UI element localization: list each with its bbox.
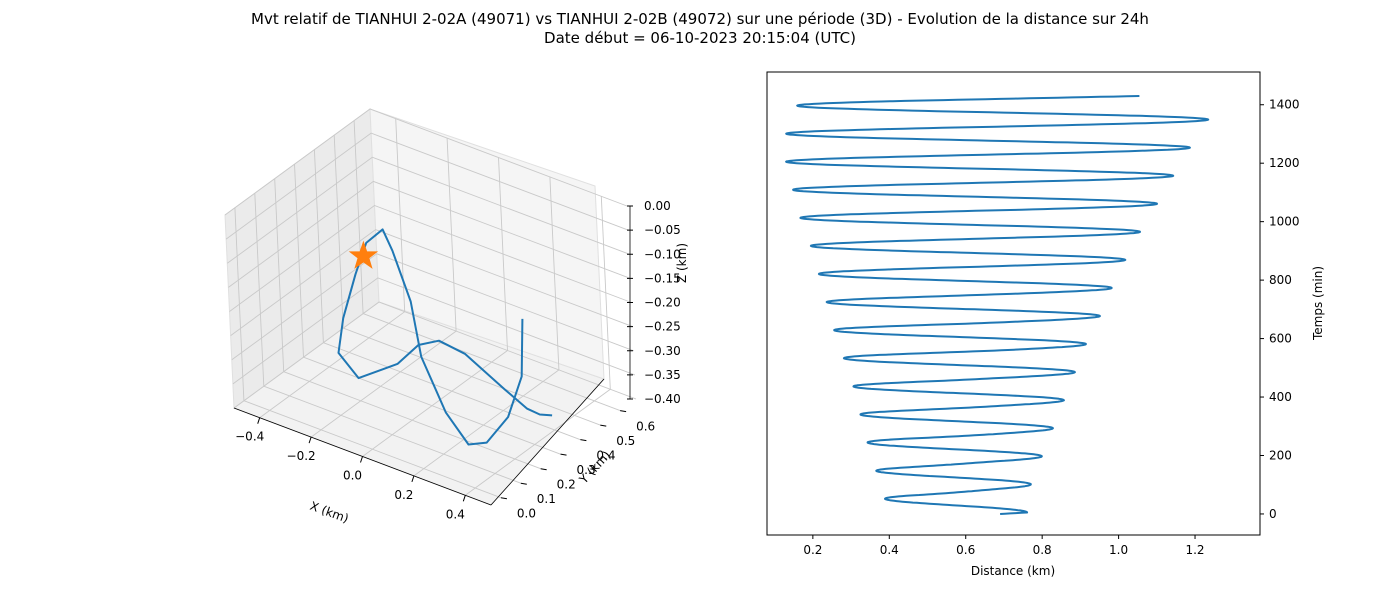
grid-line-z (227, 156, 630, 264)
distance-series-line (785, 95, 1210, 515)
chart-subtitle: Date début = 06-10-2023 20:15:04 (UTC) (544, 29, 856, 47)
z-tick-label: −0.10 (644, 247, 681, 261)
y-tick-label: 0.3 (577, 463, 596, 477)
y-tick (620, 410, 627, 413)
z-tick-label: −0.15 (644, 271, 681, 285)
plot-frame (766, 71, 1261, 536)
x-tick-label: 0.6 (956, 543, 975, 557)
y-tick-label: 400 (1269, 390, 1292, 404)
x-tick (257, 417, 261, 424)
x-tick (411, 475, 415, 483)
y-tick-label: 1000 (1269, 215, 1300, 229)
y-tick-label: 800 (1269, 273, 1292, 287)
z-tick-label: −0.30 (644, 344, 681, 358)
grid-line-z (230, 229, 633, 336)
data-group (337, 228, 553, 446)
z-tick-label: −0.40 (644, 392, 681, 406)
x-tick-label: −0.4 (235, 430, 264, 444)
y-tick-label: 200 (1269, 448, 1292, 462)
x-tick-label: 0.4 (880, 543, 899, 557)
grid-line-z (225, 132, 629, 240)
z-tick-label: 0.00 (644, 199, 671, 213)
back-wall-pane (369, 108, 605, 380)
star-marker-icon (348, 240, 379, 269)
x-tick (462, 495, 466, 502)
y-tick-label: 0.5 (616, 434, 635, 448)
x-tick (360, 456, 363, 463)
z-tick-label: −0.05 (644, 223, 681, 237)
axes-group: −0.4−0.20.00.20.4 0.00.10.20.30.40.50.60.… (233, 199, 689, 526)
y-tick-label: 0.2 (557, 478, 576, 492)
y-tick (580, 439, 587, 442)
grid-line-z (232, 277, 636, 385)
grid-line-z (233, 301, 637, 409)
y-tick (500, 497, 508, 500)
y-tick-label: 1400 (1269, 98, 1300, 112)
x-axis-label: Distance (km) (971, 564, 1055, 578)
pane-group (224, 108, 605, 506)
x-tick-label: −0.2 (287, 449, 316, 463)
z-tick-label: −0.35 (644, 368, 681, 382)
y-tick-label: 0.0 (517, 507, 536, 521)
trajectory-line (337, 228, 553, 446)
x-tick-label: 0.8 (1033, 543, 1052, 557)
y-tick-label: 600 (1269, 332, 1292, 346)
trajectory-3d-plot: −0.4−0.20.00.20.4 0.00.10.20.30.40.50.60.… (224, 108, 689, 526)
z-tick-label: −0.20 (644, 296, 681, 310)
y-tick (540, 468, 547, 471)
chart-title-block: Mvt relatif de TIANHUI 2-02A (49071) vs … (0, 10, 1400, 48)
y-axis-line (490, 378, 605, 506)
z-tick-label: −0.25 (644, 320, 681, 334)
grid-line-z (229, 204, 632, 312)
grid-line-z (228, 180, 631, 288)
z-axis-label: Z (km) (675, 243, 689, 283)
y-tick-label: 0.1 (537, 492, 556, 506)
x-tick-label: 0.2 (394, 488, 413, 502)
grid-line-z (231, 253, 634, 361)
x-tick-label: 0.4 (446, 507, 465, 521)
grid-group (224, 108, 637, 499)
x-tick-label: 0.2 (803, 543, 822, 557)
x-tick-label: 1.2 (1185, 543, 1204, 557)
y-tick (560, 453, 567, 456)
y-tick (600, 424, 607, 427)
y-tick-label: 0 (1269, 507, 1277, 521)
grid-line-z (224, 108, 628, 216)
y-tick (520, 482, 527, 485)
y-axis-label: Temps (min) (1311, 266, 1325, 341)
y-tick-label: 0.6 (636, 420, 655, 434)
x-tick-label: 1.0 (1109, 543, 1128, 557)
y-tick-label: 1200 (1269, 156, 1300, 170)
y-tick-label: 0.4 (596, 449, 615, 463)
x-tick (308, 436, 312, 444)
x-tick-label: 0.0 (343, 469, 362, 483)
x-axis-label: X (km) (308, 499, 350, 526)
chart-title: Mvt relatif de TIANHUI 2-02A (49071) vs … (251, 10, 1149, 28)
